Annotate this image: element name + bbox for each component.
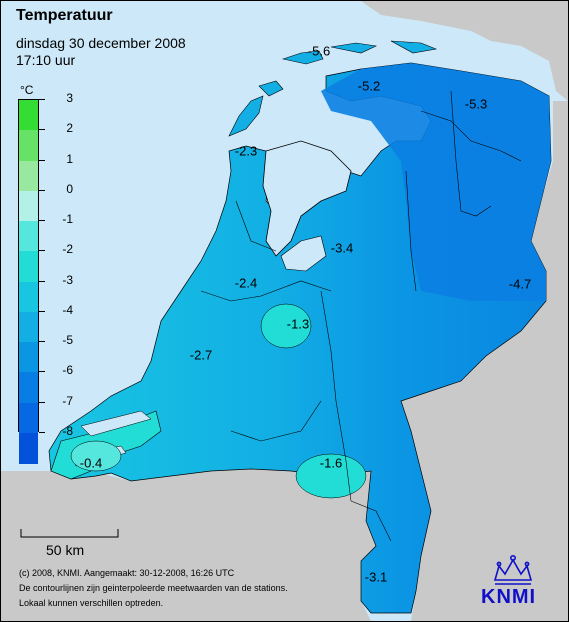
isotherm-label: -0.4: [79, 455, 103, 471]
legend-tick: [39, 280, 45, 282]
legend-tick: [39, 159, 45, 161]
legend-tick: [39, 99, 45, 100]
warm-pocket-zeeland: [70, 440, 122, 472]
legend-tick-label: -2: [62, 242, 73, 257]
isotherm-label: -1.6: [319, 455, 343, 471]
map-time: 17:10 uur: [16, 52, 76, 68]
legend-swatch: [19, 402, 38, 434]
legend-color-bar: [18, 99, 39, 465]
legend-swatch: [19, 311, 38, 344]
isotherm-label: -3.1: [364, 569, 388, 585]
isotherm-label: -3.4: [330, 240, 354, 256]
legend-swatch: [19, 190, 38, 223]
warm-pocket-brabant: [295, 453, 367, 499]
scale-label: 50 km: [46, 542, 85, 558]
map-title: Temperatuur: [16, 7, 113, 24]
cold-region-north: [321, 63, 551, 301]
legend-tick: [39, 250, 45, 252]
legend-swatch: [19, 251, 38, 283]
legend-tick-label: 2: [66, 121, 73, 136]
legend-tick-label: -1: [62, 212, 73, 227]
legend-tick-label: 1: [66, 151, 73, 166]
legend-tick-label: -3: [62, 272, 73, 287]
isotherm-label: -5.3: [464, 96, 488, 112]
legend-tick-label: 0: [66, 181, 73, 196]
legend-tick: [39, 189, 45, 191]
legend-tick: [39, 401, 45, 403]
isotherm-label: -4.7: [508, 276, 532, 292]
legend-tick-label: -7: [62, 393, 73, 408]
neighbour-land-east: [401, 101, 568, 621]
legend-tick: [39, 371, 45, 373]
legend-tick-label: -6: [62, 363, 73, 378]
legend-unit: °C: [20, 83, 34, 97]
map-date: dinsdag 30 december 2008: [16, 35, 186, 51]
legend-swatch: [19, 342, 38, 374]
legend-tick: [39, 129, 45, 131]
wadden-islands: [228, 40, 438, 137]
neighbour-land-south: [1, 469, 376, 621]
ijsselmeer: [262, 140, 352, 257]
crown-icon: [493, 554, 533, 585]
isotherm-label: -1.3: [286, 316, 310, 332]
legend-swatch: [19, 221, 38, 253]
legend-tick-label: -5: [62, 333, 73, 348]
isotherm-label: -2.4: [234, 275, 258, 291]
isotherm-label: -5.2: [357, 78, 381, 94]
legend-tick: [39, 432, 45, 433]
footer-copyright: (c) 2008, KNMI. Aangemaakt: 30-12-2008, …: [19, 568, 235, 578]
legend-tick: [39, 341, 45, 343]
markermeer: [280, 235, 327, 272]
legend-tick-label: -4: [62, 302, 73, 317]
knmi-logo-text: KNMI: [481, 586, 537, 608]
legend-swatch: [19, 100, 38, 132]
footer-note: De contourlijnen zijn geinterpoleerde me…: [19, 583, 288, 593]
legend-swatch: [19, 130, 38, 162]
legend-swatch: [19, 281, 38, 313]
contour-lines: [200, 90, 522, 542]
legend-swatch: [19, 160, 38, 192]
legend-tick-label: -8: [62, 424, 73, 438]
legend-tick-label: 3: [66, 91, 73, 105]
legend-swatch: [19, 372, 38, 404]
neighbour-land: [361, 1, 568, 101]
footer-disclaimer: Lokaal kunnen verschillen optreden.: [19, 598, 164, 608]
isotherm-label: -5.6: [307, 43, 331, 59]
legend-tick: [39, 220, 45, 222]
warm-pocket-utrecht: [260, 303, 312, 349]
isotherm-label: -2.3: [234, 143, 258, 159]
legend-tick: [39, 310, 45, 312]
isotherm-label: -2.7: [189, 347, 213, 363]
legend-swatch: [19, 433, 38, 465]
